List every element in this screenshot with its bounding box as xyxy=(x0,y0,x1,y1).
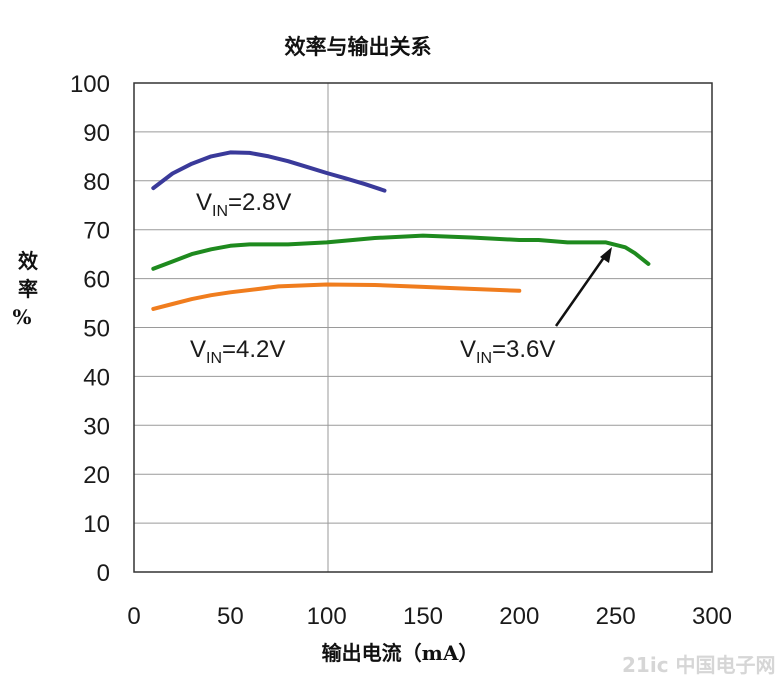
chart-title: 效率与输出关系 xyxy=(285,34,432,59)
y-tick-label: 60 xyxy=(83,267,110,294)
annotation-v: V xyxy=(196,189,212,216)
y-tick-label: 30 xyxy=(83,413,110,440)
annotation-vin-4-2: VIN=4.2V xyxy=(190,336,285,367)
x-tick-label: 50 xyxy=(217,603,244,630)
annotation-subscript: IN xyxy=(476,350,492,367)
annotation-value: =4.2V xyxy=(222,336,285,363)
svg-text:VIN=2.8V: VIN=2.8V xyxy=(196,189,291,220)
y-axis-label: 效 率 % xyxy=(12,249,38,329)
annotation-subscript: IN xyxy=(206,350,222,367)
y-tick-label: 50 xyxy=(83,316,110,343)
y-tick-label: 80 xyxy=(83,169,110,196)
x-tick-label: 100 xyxy=(307,603,347,630)
x-tick-label: 250 xyxy=(596,603,636,630)
y-tick-label: 20 xyxy=(83,462,110,489)
series-line-vin-4-2v xyxy=(151,282,522,311)
annotation-arrow xyxy=(554,247,612,327)
annotation-subscript: IN xyxy=(212,203,228,220)
series-line-vin-2-8v xyxy=(151,150,387,193)
watermark-logo: 21ic 中国电子网 xyxy=(622,653,776,677)
x-tick-label: 300 xyxy=(692,603,732,630)
svg-text:VIN=4.2V: VIN=4.2V xyxy=(190,336,285,367)
gridlines xyxy=(134,131,712,524)
y-label-char-2: 率 xyxy=(18,277,38,301)
y-label-char-1: 效 xyxy=(18,249,38,273)
y-tick-label: 70 xyxy=(83,218,110,245)
svg-text:VIN=3.6V: VIN=3.6V xyxy=(460,336,555,367)
x-tick-label: 200 xyxy=(499,603,539,630)
y-tick-label: 100 xyxy=(70,71,110,98)
annotation-vin-2-8: VIN=2.8V xyxy=(196,189,291,220)
y-tick-label: 90 xyxy=(83,120,110,147)
plot-frame xyxy=(133,82,713,573)
annotation-value: =3.6V xyxy=(492,336,555,363)
series-lines xyxy=(151,150,651,311)
annotation-v: V xyxy=(460,336,476,363)
y-tick-label: 10 xyxy=(83,511,110,538)
y-label-char-3: % xyxy=(12,305,31,329)
plot-area xyxy=(133,82,713,573)
series-line-vin-3-6v xyxy=(151,233,651,271)
annotation-value: =2.8V xyxy=(228,189,291,216)
y-axis-ticks: 0 10 20 30 40 50 60 70 80 90 100 xyxy=(70,71,110,587)
annotation-vin-3-6: VIN=3.6V xyxy=(460,336,555,367)
x-tick-label: 0 xyxy=(127,603,140,630)
y-tick-label: 40 xyxy=(83,364,110,391)
x-tick-label: 150 xyxy=(403,603,443,630)
y-tick-label: 0 xyxy=(97,560,110,587)
annotation-v: V xyxy=(190,336,206,363)
x-axis-label: 输出电流（mA） xyxy=(322,641,479,665)
x-axis-ticks: 0 50 100 150 200 250 300 xyxy=(127,603,732,630)
